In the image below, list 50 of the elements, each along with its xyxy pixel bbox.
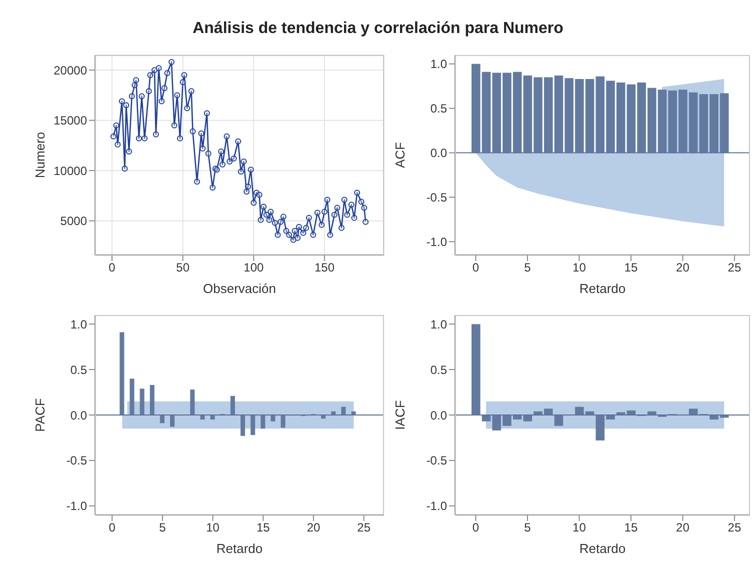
- y-tick-label: -0.5: [426, 190, 448, 204]
- y-tick-label: -1.0: [426, 234, 448, 249]
- y-tick-label: 1.0: [70, 317, 88, 332]
- y-tick-label: 0.0: [70, 408, 88, 422]
- x-tick-label: 0: [472, 520, 480, 535]
- y-axis-title: Numero: [32, 132, 48, 178]
- y-tick-label: 0.0: [430, 146, 448, 160]
- y-axis-title: ACF: [392, 142, 408, 168]
- y-tick-label: -0.5: [66, 454, 88, 468]
- x-axis-title: Retardo: [579, 541, 626, 556]
- y-tick-label: 1.0: [430, 57, 448, 72]
- x-tick-label: 5: [524, 520, 532, 535]
- y-tick-label: 0.0: [430, 408, 448, 422]
- chart-title: Análisis de tendencia y correlación para Numero: [192, 20, 564, 38]
- y-tick-label: -0.5: [426, 454, 448, 468]
- x-tick-label: 50: [176, 260, 190, 275]
- y-tick-label: 5000: [60, 214, 88, 228]
- x-tick-label: 5: [159, 520, 166, 535]
- x-tick-label: 0: [108, 520, 116, 535]
- y-tick-label: 1.0: [430, 317, 448, 332]
- x-tick-label: 100: [244, 260, 264, 275]
- x-tick-label: 20: [306, 520, 321, 535]
- x-tick-label: 25: [728, 520, 742, 535]
- y-axis-title: IACF: [392, 400, 408, 430]
- x-tick-label: 0: [472, 260, 480, 275]
- y-axis-title: PACF: [32, 398, 48, 432]
- x-tick-label: 20: [676, 260, 690, 275]
- x-tick-label: 0: [108, 260, 116, 275]
- y-tick-label: 0.5: [430, 102, 448, 116]
- x-tick-label: 20: [676, 520, 690, 535]
- x-axis-title: Retardo: [579, 281, 626, 296]
- x-tick-label: 5: [524, 260, 532, 275]
- x-tick-label: 10: [206, 520, 220, 535]
- x-axis-title: Observación: [203, 281, 276, 296]
- x-tick-label: 25: [728, 260, 742, 275]
- y-tick-label: 0.5: [430, 362, 448, 377]
- x-tick-label: 15: [624, 520, 638, 535]
- x-axis-title: Retardo: [216, 541, 263, 556]
- x-tick-label: 25: [357, 520, 371, 535]
- x-tick-label: 10: [572, 520, 586, 535]
- y-tick-label: -1.0: [66, 499, 88, 514]
- y-tick-label: 10000: [54, 164, 88, 178]
- x-tick-label: 15: [624, 260, 638, 275]
- y-tick-label: 15000: [54, 114, 88, 128]
- y-tick-label: -1.0: [426, 499, 448, 514]
- x-tick-label: 15: [256, 520, 270, 535]
- y-tick-label: 0.5: [70, 362, 88, 377]
- x-tick-label: 150: [314, 260, 335, 275]
- y-tick-label: 20000: [54, 63, 88, 78]
- x-tick-label: 10: [572, 260, 586, 275]
